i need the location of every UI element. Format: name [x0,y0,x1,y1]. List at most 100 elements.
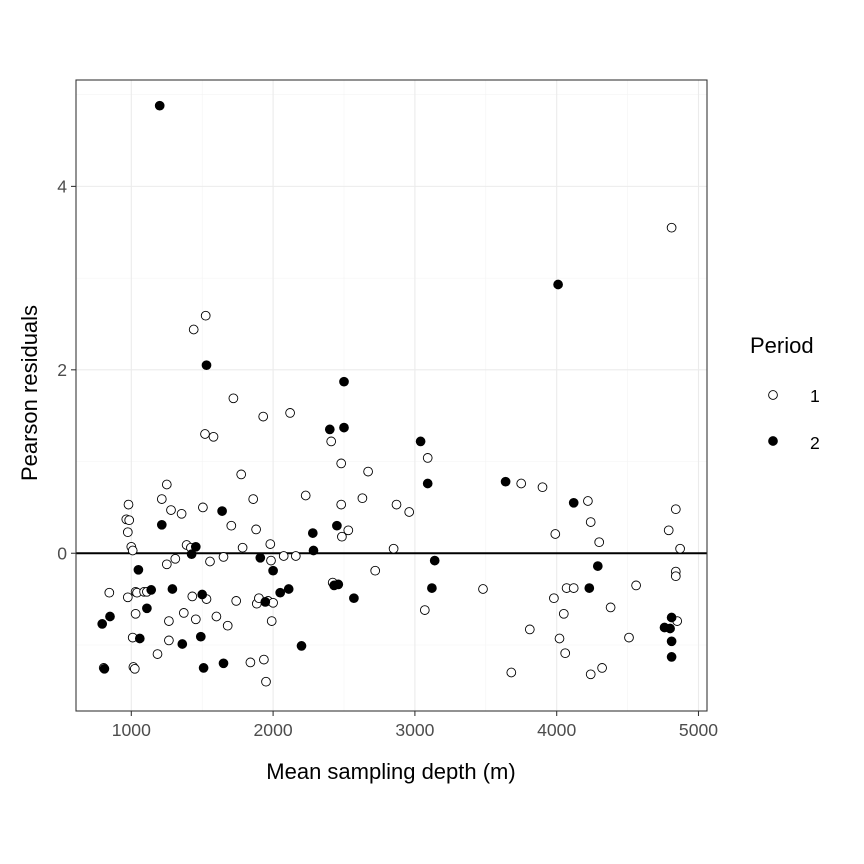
data-point-period-2 [308,545,319,556]
data-point-period-1 [549,593,559,604]
data-point-period-2 [665,623,675,634]
data-point-period-1 [560,648,571,659]
data-point-period-2 [105,611,115,622]
legend-title: Period [750,333,814,358]
data-point-period-1 [200,310,211,321]
data-point-period-2 [666,636,677,647]
data-point-period-2 [332,520,342,531]
data-point-period-2 [146,585,157,595]
data-point-period-1 [357,493,368,504]
data-point-period-2 [584,583,595,593]
x-axis-title: Mean sampling depth (m) [266,759,515,784]
data-point-period-2 [133,564,144,575]
data-point-period-2 [296,641,307,651]
data-point-period-1 [336,458,347,469]
data-point-period-2 [255,552,266,563]
data-point-period-1 [170,553,181,564]
data-point-period-2 [500,476,511,487]
y-axis-title: Pearson residuals [17,305,42,481]
legend-key-period-2 [768,436,778,446]
data-point-period-2 [134,633,145,644]
x-tick-label: 5000 [679,720,718,740]
data-point-period-1 [558,608,569,619]
y-tick-label: 4 [57,176,67,196]
data-point-period-1 [336,499,347,510]
data-point-period-2 [195,631,206,642]
data-point-period-1 [278,551,289,561]
data-point-period-2 [156,519,167,530]
y-tick-label: 0 [57,543,67,563]
data-point-period-1 [129,663,140,674]
data-point-period-1 [419,605,430,615]
data-point-period-1 [237,542,248,553]
data-point-period-2 [333,579,344,590]
data-point-period-1 [161,559,172,570]
data-point-period-2 [553,279,563,290]
data-point-period-1 [666,222,677,233]
data-point-period-2 [218,658,229,669]
data-point-period-2 [217,506,227,516]
data-point-period-1 [585,669,596,680]
data-point-period-1 [266,616,277,626]
data-point-period-2 [190,541,201,552]
data-point-period-1 [670,504,681,515]
data-point-period-2 [349,593,359,604]
data-point-period-1 [152,649,163,659]
data-point-period-1 [187,591,198,602]
data-point-period-2 [275,587,286,598]
legend-key-period-1 [768,390,778,400]
data-point-period-2 [339,376,349,387]
data-point-period-1 [104,587,115,598]
y-tick-label: 2 [57,360,67,380]
data-point-period-1 [236,469,247,480]
data-point-period-2 [429,555,440,566]
data-point-period-1 [326,436,337,447]
data-point-period-2 [427,583,437,593]
data-point-period-1 [266,555,276,566]
data-point-period-1 [422,453,433,463]
data-point-period-2 [339,422,349,433]
data-point-period-1 [516,478,527,489]
data-point-period-1 [404,507,415,517]
data-point-period-1 [208,431,219,442]
data-point-period-1 [156,494,167,504]
data-point-period-1 [363,466,373,477]
data-point-period-1 [388,543,399,554]
data-point-period-2 [154,100,165,111]
data-point-period-1 [391,499,402,510]
data-point-period-1 [178,608,189,618]
data-point-period-1 [248,494,259,504]
data-point-period-1 [343,525,354,536]
data-point-period-1 [675,543,685,554]
data-point-period-2 [201,360,212,371]
legend: Period 1 2 [750,333,820,453]
data-point-period-2 [422,478,433,489]
data-point-period-1 [205,556,215,567]
data-point-period-1 [258,411,269,422]
data-point-period-2 [260,597,271,607]
data-point-period-1 [605,602,616,613]
data-point-period-2 [415,436,426,447]
data-point-period-2 [142,603,152,614]
data-point-period-1 [259,654,269,665]
data-point-period-1 [211,611,222,622]
data-point-period-1 [164,616,174,626]
data-point-period-2 [99,663,110,674]
data-point-period-1 [506,667,517,678]
data-point-period-2 [592,561,603,571]
x-tick-label: 4000 [537,720,576,740]
data-point-period-1 [251,524,261,535]
data-point-period-2 [666,652,677,662]
data-point-period-1 [200,429,210,439]
data-point-period-2 [97,619,108,629]
data-point-period-2 [198,663,209,673]
data-point-period-1 [478,584,488,594]
data-point-period-1 [524,624,535,635]
legend-label-period-2: 2 [810,433,820,453]
data-point-period-1 [176,508,187,519]
data-point-period-1 [624,632,634,643]
data-point-period-1 [166,505,176,515]
data-point-period-2 [186,549,197,560]
data-point-period-2 [283,584,294,594]
x-tick-label: 3000 [395,720,434,740]
